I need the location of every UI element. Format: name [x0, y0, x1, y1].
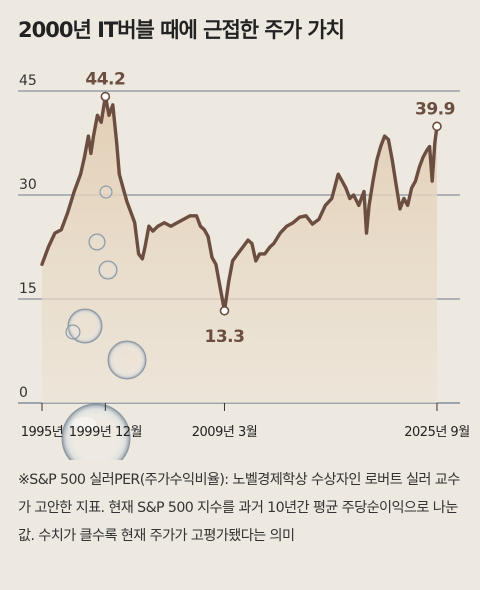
data-point-marker: [219, 305, 230, 316]
data-label: 44.2: [85, 70, 125, 90]
data-label: 13.3: [205, 327, 245, 347]
series-area: [42, 96, 437, 403]
bubble: [61, 403, 131, 460]
y-tick-label: 15: [19, 281, 37, 297]
bubble-decoration: [61, 185, 147, 460]
y-tick-label: 30: [19, 177, 37, 193]
x-tick-label: 1999년 12월: [69, 425, 142, 440]
y-tick-label: 0: [19, 385, 28, 401]
data-label: 39.9: [415, 99, 455, 119]
x-tick-label: 2009년 3월: [192, 425, 257, 440]
bubble: [65, 324, 81, 340]
series-line: [40, 94, 439, 313]
data-point-marker: [432, 121, 442, 132]
y-tick-label: 45: [19, 73, 37, 89]
data-point-marker: [100, 91, 111, 102]
line-chart: 0 15 30 45 1995년 1999년 12월 2009년 3월 2025년 9월 4…: [18, 70, 470, 460]
bubble: [98, 260, 118, 280]
footnote: ※S&P 500 실러PER(주가수익비율): 노벨경제학상 수상자인 로버트 …: [18, 472, 460, 544]
bubble: [107, 340, 147, 380]
x-tick-label: 1995년: [21, 425, 64, 440]
bubble: [88, 233, 106, 251]
chart-title: 2000년 IT버블 때에 근접한 주가 가치: [18, 18, 345, 42]
bubble: [99, 185, 113, 199]
x-tick-label: 2025년 9월: [404, 425, 469, 440]
